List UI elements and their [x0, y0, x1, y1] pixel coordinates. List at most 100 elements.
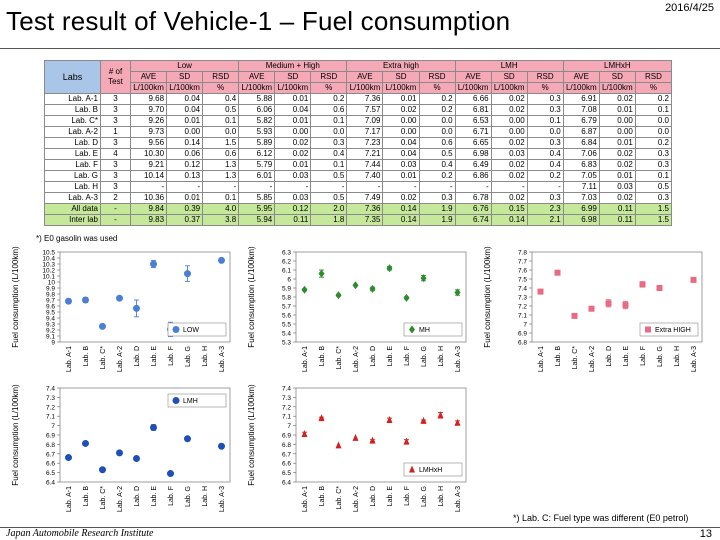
value-cell: -: [274, 181, 312, 193]
results-table: Labs # of Test Low Medium + High Extra h…: [44, 60, 673, 226]
metric-header: SD: [274, 71, 312, 83]
value-cell: 2.1: [526, 214, 564, 226]
y-tick-label: 7.2: [282, 404, 291, 411]
data-point: [656, 285, 663, 291]
value-cell: 0.3: [526, 93, 564, 105]
value-cell: 1.5: [202, 137, 240, 149]
x-tick-label: Lab. H: [674, 346, 681, 367]
y-tick-label: 5.5: [282, 322, 291, 329]
value-cell: -: [202, 181, 240, 193]
value-cell: 7.09: [346, 115, 384, 127]
value-cell: 0.4: [310, 148, 348, 160]
value-cell: 0.5: [310, 192, 348, 204]
y-tick-label: 7.8: [518, 250, 527, 257]
value-cell: 0.4: [202, 93, 240, 105]
value-cell: 0.2: [418, 170, 456, 182]
value-cell: 0.1: [526, 115, 564, 127]
x-tick-label: Lab. F: [404, 486, 411, 506]
test-count-cell: 3: [100, 93, 131, 105]
value-cell: 0.02: [598, 148, 636, 160]
x-tick-label: Lab. C*: [572, 346, 579, 370]
group-header: LMH: [454, 60, 564, 72]
footer-divider: [0, 527, 720, 528]
table-row: Lab. B 3 9.70 0.04 0.5 6.06 0.04 0.6 7.57 0.02 0.2…: [44, 104, 673, 116]
y-tick-label: 5.3: [282, 340, 291, 347]
ntest-header-line1: # of: [108, 67, 123, 76]
value-cell: 0.03: [274, 170, 312, 182]
y-tick-label: 5.6: [282, 313, 291, 320]
value-cell: 0.04: [166, 93, 204, 105]
value-cell: 0.01: [274, 93, 312, 105]
data-point: [622, 302, 629, 309]
value-cell: 1.3: [202, 170, 240, 182]
x-tick-label: Lab. G: [185, 346, 192, 367]
value-cell: 0.11: [598, 214, 636, 226]
x-tick-label: Lab. D: [370, 346, 377, 367]
page-title: Test result of Vehicle-1 – Fuel consumpt…: [6, 6, 511, 36]
value-cell: 6.76: [454, 203, 492, 215]
lab-name-cell: Lab. E: [44, 148, 101, 160]
value-cell: 5.95: [238, 203, 276, 215]
y-tick-label: 7.1: [518, 313, 527, 320]
x-tick-label: Lab. E: [623, 346, 630, 367]
data-point: [437, 411, 444, 419]
value-cell: -: [129, 181, 168, 193]
table-row: Lab. F 3 9.21 0.12 1.3 5.79 0.01 0.1 7.44 0.03 0.4…: [44, 159, 673, 171]
unit-header: L/100km: [490, 82, 528, 94]
value-cell: 6.99: [562, 203, 600, 215]
x-tick-label: Lab. A-1: [66, 346, 73, 372]
value-cell: 6.06: [238, 104, 276, 116]
value-cell: 0.0: [634, 126, 673, 138]
header-divider: [0, 48, 720, 49]
x-tick-label: Lab. A-3: [219, 346, 226, 372]
y-tick-label: 7.2: [46, 404, 55, 411]
value-cell: 0.00: [598, 115, 636, 127]
y-axis-label: Fuel consumption (L/100km): [247, 384, 256, 486]
y-tick-label: 7.6: [518, 268, 527, 275]
lab-name-cell: Lab. F: [44, 159, 101, 171]
lab-name-cell: Lab. B: [44, 104, 101, 116]
legend-box: [403, 462, 463, 477]
y-tick-label: 10.4: [42, 256, 55, 263]
table-row: Lab. A-2 1 9.73 0.00 0.0 5.93 0.00 0.0 7.17 0.00 0…: [44, 126, 673, 138]
value-cell: 0.3: [634, 159, 673, 171]
value-cell: -: [526, 181, 564, 193]
lab-name-cell: Lab. C*: [44, 115, 101, 127]
legend-marker: [172, 326, 180, 333]
x-tick-label: Lab. A-3: [455, 346, 462, 372]
value-cell: -: [490, 181, 528, 193]
value-cell: 0.01: [598, 170, 636, 182]
value-cell: 1.5: [634, 214, 673, 226]
test-count-cell: 4: [100, 148, 131, 160]
y-tick-label: 5.9: [282, 286, 291, 293]
value-cell: 6.78: [454, 192, 492, 204]
value-cell: -: [310, 181, 348, 193]
data-point: [420, 416, 427, 424]
chart-low: 99.19.29.39.49.59.69.79.89.91010.110.210…: [11, 246, 231, 372]
value-cell: -: [382, 181, 420, 193]
value-cell: 1.9: [418, 203, 456, 215]
value-cell: 6.84: [562, 137, 600, 149]
y-tick-label: 10.5: [42, 250, 55, 257]
x-tick-label: Lab. D: [606, 346, 613, 367]
lab-name-cell: Lab. H: [44, 181, 101, 193]
data-point: [554, 269, 561, 276]
data-point: [82, 296, 89, 304]
y-tick-label: 7.3: [46, 395, 55, 402]
value-cell: 2.0: [310, 203, 348, 215]
value-cell: 5.93: [238, 126, 276, 138]
legend-box: [167, 322, 227, 337]
labs-header: Labs: [44, 60, 101, 94]
value-cell: 0.02: [490, 104, 528, 116]
value-cell: 0.5: [634, 181, 673, 193]
value-cell: 0.5: [418, 148, 456, 160]
y-tick-label: 6.3: [282, 250, 291, 257]
y-tick-label: 5.8: [282, 295, 291, 302]
data-point: [65, 297, 72, 305]
y-tick-label: 7: [287, 423, 291, 430]
value-cell: 0.11: [598, 203, 636, 215]
y-tick-label: 7.3: [282, 395, 291, 402]
value-cell: 7.05: [562, 170, 600, 182]
chart-lmhxh: 6.4 6.5 6.6 6.7 6.8 6.9 7 7.1 7.2 7.3 7.4 Fuel cons…: [247, 384, 467, 512]
value-cell: 0.14: [382, 214, 420, 226]
